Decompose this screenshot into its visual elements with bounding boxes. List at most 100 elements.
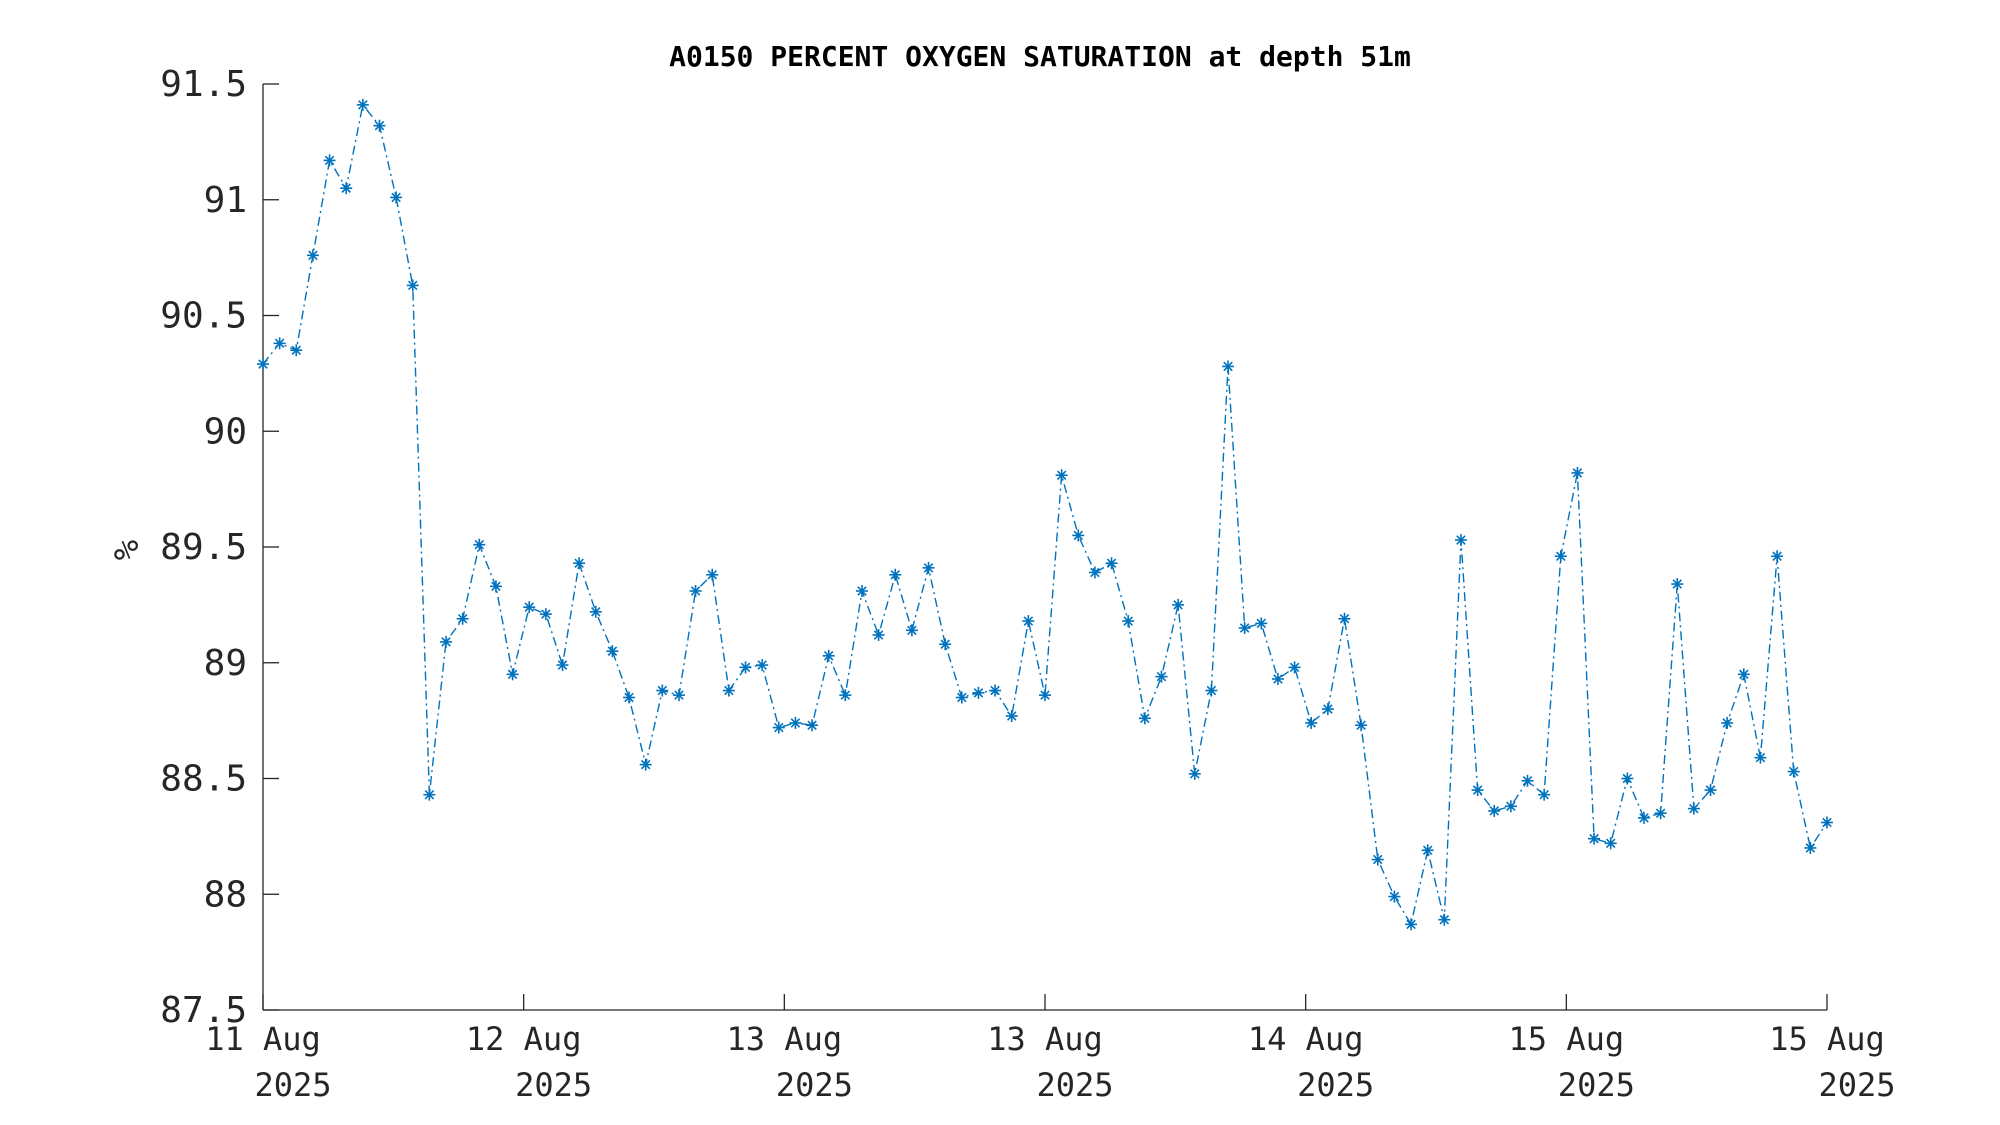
x-tick-label-year: 2025	[1036, 1066, 1113, 1104]
data-point	[1504, 800, 1517, 813]
data-point	[406, 279, 419, 292]
data-point	[340, 182, 353, 195]
data-point	[506, 668, 519, 681]
data-point	[1355, 719, 1368, 732]
data-point	[1172, 598, 1185, 611]
data-point	[989, 684, 1002, 697]
data-point	[672, 689, 685, 702]
data-point	[656, 684, 669, 697]
data-point	[1138, 712, 1151, 725]
y-tick-label: 91	[204, 180, 247, 221]
data-point	[623, 691, 636, 704]
data-point	[639, 758, 652, 771]
x-tick-label-year: 2025	[776, 1066, 853, 1104]
data-point	[1238, 622, 1251, 635]
data-point	[756, 659, 769, 672]
x-tick-label-day: 15 Aug	[1509, 1020, 1625, 1058]
data-point	[1671, 578, 1684, 591]
data-point	[1155, 670, 1168, 683]
y-tick-label: 89.5	[160, 527, 247, 568]
data-point	[606, 645, 619, 658]
data-point	[1105, 557, 1118, 570]
data-point	[306, 249, 319, 262]
y-ticks: 91.5 91 90.5 90 89.5 89 88.5 88 87.5	[160, 64, 279, 1031]
data-point	[1454, 534, 1467, 547]
y-tick-label: 88.5	[160, 759, 247, 800]
data-point	[722, 684, 735, 697]
data-point	[1637, 811, 1650, 824]
data-point	[390, 191, 403, 204]
data-point	[1721, 716, 1734, 729]
data-point	[589, 605, 602, 618]
x-tick-label-day: 11 Aug	[205, 1020, 321, 1058]
data-point	[1554, 550, 1567, 563]
data-point	[1005, 709, 1018, 722]
data-point	[523, 601, 536, 614]
data-point	[689, 584, 702, 597]
data-point	[1222, 360, 1235, 373]
data-point	[1055, 469, 1068, 482]
data-point	[1305, 716, 1318, 729]
y-axis-label: %	[107, 540, 147, 560]
data-point	[423, 788, 436, 801]
x-tick-label-day: 14 Aug	[1248, 1020, 1364, 1058]
data-point	[356, 98, 369, 111]
data-point	[273, 337, 286, 350]
series-line	[262, 103, 1828, 927]
data-point	[1654, 807, 1667, 820]
data-point	[1771, 550, 1784, 563]
data-point	[706, 568, 719, 581]
data-point	[573, 557, 586, 570]
data-point	[1438, 913, 1451, 926]
data-point	[1704, 784, 1717, 797]
data-point	[323, 154, 336, 167]
data-point	[1588, 832, 1601, 845]
x-tick-label-day: 13 Aug	[987, 1020, 1103, 1058]
y-tick-label: 90.5	[160, 296, 247, 337]
data-point	[822, 649, 835, 662]
x-tick-label-year: 2025	[1558, 1066, 1635, 1104]
data-point	[556, 659, 569, 672]
data-point	[1371, 853, 1384, 866]
data-point	[1188, 767, 1201, 780]
data-point	[440, 635, 453, 648]
data-point	[539, 608, 552, 621]
data-point	[1604, 837, 1617, 850]
data-point	[922, 561, 935, 574]
y-tick-label: 89	[204, 643, 247, 684]
data-point	[855, 584, 868, 597]
y-tick-label: 87.5	[160, 990, 247, 1031]
data-point	[972, 686, 985, 699]
data-point	[839, 689, 852, 702]
y-tick-label: 88	[204, 874, 247, 915]
data-point	[1039, 689, 1051, 702]
y-tick-label: 91.5	[160, 64, 247, 105]
data-point	[1571, 466, 1584, 479]
data-point	[1271, 672, 1284, 685]
data-point	[1022, 615, 1035, 628]
data-point	[1122, 615, 1135, 628]
data-point	[1088, 566, 1101, 579]
data-point	[939, 638, 952, 651]
data-point	[772, 721, 785, 734]
data-point	[456, 612, 469, 625]
data-point	[806, 719, 819, 732]
data-point	[1405, 918, 1418, 931]
data-markers	[257, 98, 1833, 931]
data-point	[1787, 765, 1800, 778]
data-point	[739, 661, 752, 674]
data-point	[257, 358, 269, 371]
x-ticks: 11 Aug 2025 12 Aug 2025 13 Aug 2025 13 Aug 2025…	[205, 994, 1896, 1104]
data-point	[1737, 668, 1750, 681]
x-tick-label-year: 2025	[254, 1066, 331, 1104]
y-tick-label: 90	[204, 411, 247, 452]
data-point	[1072, 529, 1085, 542]
x-tick-label-day: 12 Aug	[466, 1020, 582, 1058]
data-point	[1754, 751, 1767, 764]
data-point	[889, 568, 902, 581]
data-point	[1521, 774, 1534, 787]
data-point	[373, 119, 386, 132]
data-point	[473, 538, 486, 551]
x-tick-label-year: 2025	[1297, 1066, 1374, 1104]
